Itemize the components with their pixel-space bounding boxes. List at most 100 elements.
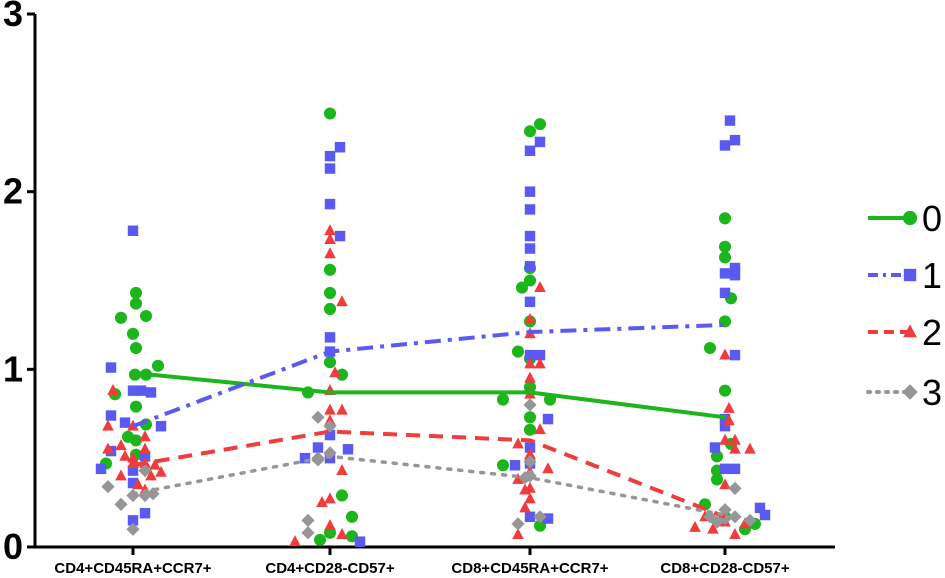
data-point xyxy=(151,359,165,372)
data-point xyxy=(155,420,167,432)
data-point xyxy=(107,384,119,396)
data-point xyxy=(336,403,348,415)
data-point xyxy=(533,510,547,524)
data-point xyxy=(524,492,536,504)
data-point xyxy=(119,449,131,461)
y-tick-label: 3 xyxy=(3,0,23,34)
data-point xyxy=(523,455,537,469)
data-point xyxy=(524,349,536,361)
data-point xyxy=(719,433,731,445)
data-point xyxy=(523,411,537,424)
data-point xyxy=(149,458,161,470)
y-tick-label: 0 xyxy=(3,526,23,567)
data-point xyxy=(534,357,546,369)
data-point xyxy=(707,522,719,534)
data-point xyxy=(132,478,144,490)
data-point xyxy=(127,385,139,396)
data-point xyxy=(511,517,525,531)
data-point xyxy=(515,281,529,294)
data-point xyxy=(524,448,536,460)
series-2-points xyxy=(102,224,756,547)
legend-marker xyxy=(902,384,918,400)
data-point xyxy=(324,492,336,504)
data-point xyxy=(524,261,536,272)
x-tick-label: CD8+CD28-CD57+ xyxy=(660,560,789,577)
data-point xyxy=(524,243,536,254)
x-tick-label: CD4+CD45RA+CCR7+ xyxy=(54,560,211,577)
data-point xyxy=(542,413,554,425)
data-point xyxy=(533,118,547,131)
data-point xyxy=(115,439,127,451)
data-point xyxy=(542,513,554,524)
data-point xyxy=(519,501,531,513)
data-point xyxy=(324,247,336,259)
data-point xyxy=(719,287,731,299)
data-point xyxy=(345,510,359,523)
series-1-trend-line xyxy=(132,322,726,429)
data-point xyxy=(723,414,735,426)
data-point xyxy=(729,463,741,475)
data-point xyxy=(729,262,741,274)
data-point xyxy=(728,510,742,524)
data-point xyxy=(524,204,536,215)
data-point xyxy=(95,463,107,475)
data-point xyxy=(523,125,537,138)
data-point xyxy=(524,145,536,157)
data-point xyxy=(115,469,127,481)
data-point xyxy=(114,497,128,511)
data-point xyxy=(334,230,346,242)
data-point xyxy=(335,368,349,381)
data-point xyxy=(496,459,510,472)
data-point xyxy=(334,142,346,153)
data-point xyxy=(139,309,153,323)
data-point xyxy=(524,371,536,383)
data-point xyxy=(114,311,128,324)
data-point xyxy=(511,345,525,358)
data-point xyxy=(739,517,751,529)
data-point xyxy=(105,410,117,421)
legend-label: 1 xyxy=(922,255,942,296)
data-point xyxy=(329,366,341,378)
y-tick-label: 2 xyxy=(3,171,23,212)
data-point xyxy=(718,251,732,264)
data-point xyxy=(135,385,147,396)
series-3-trend-line xyxy=(131,454,727,517)
data-point xyxy=(324,224,336,236)
data-point xyxy=(729,433,741,445)
data-point xyxy=(719,348,731,360)
legend-item-2: 2 xyxy=(868,312,942,353)
data-point xyxy=(724,115,736,126)
data-point xyxy=(723,401,735,413)
data-points xyxy=(95,107,771,547)
data-point xyxy=(324,429,336,441)
data-point xyxy=(719,463,731,475)
data-point xyxy=(524,312,536,324)
legend-marker xyxy=(903,324,917,338)
data-point xyxy=(509,460,521,471)
x-tick-label: CD8+CD45RA+CCR7+ xyxy=(451,560,608,577)
data-point xyxy=(323,419,337,433)
data-point xyxy=(323,302,337,315)
data-point xyxy=(523,469,537,483)
data-point xyxy=(342,444,354,455)
data-point xyxy=(311,410,325,424)
data-point xyxy=(324,332,336,343)
data-point xyxy=(709,442,721,453)
data-point xyxy=(729,134,741,146)
data-point xyxy=(354,536,366,547)
data-point xyxy=(524,296,536,308)
data-point xyxy=(728,481,742,495)
data-point xyxy=(512,437,524,449)
data-point xyxy=(523,274,537,287)
x-tick-label: CD4+CD28-CD57+ xyxy=(265,560,394,577)
data-point xyxy=(718,240,732,253)
data-point xyxy=(129,341,143,355)
data-point xyxy=(138,464,152,478)
data-point xyxy=(759,509,771,521)
data-point xyxy=(524,442,536,453)
axes: 0 1 2 3 CD4+CD45RA+CCR7+ CD4+CD28-CD57+ CD8+CD… xyxy=(3,0,835,577)
series-3-points xyxy=(101,398,757,540)
data-point xyxy=(145,469,157,481)
data-point xyxy=(719,420,731,432)
data-point xyxy=(324,163,336,174)
